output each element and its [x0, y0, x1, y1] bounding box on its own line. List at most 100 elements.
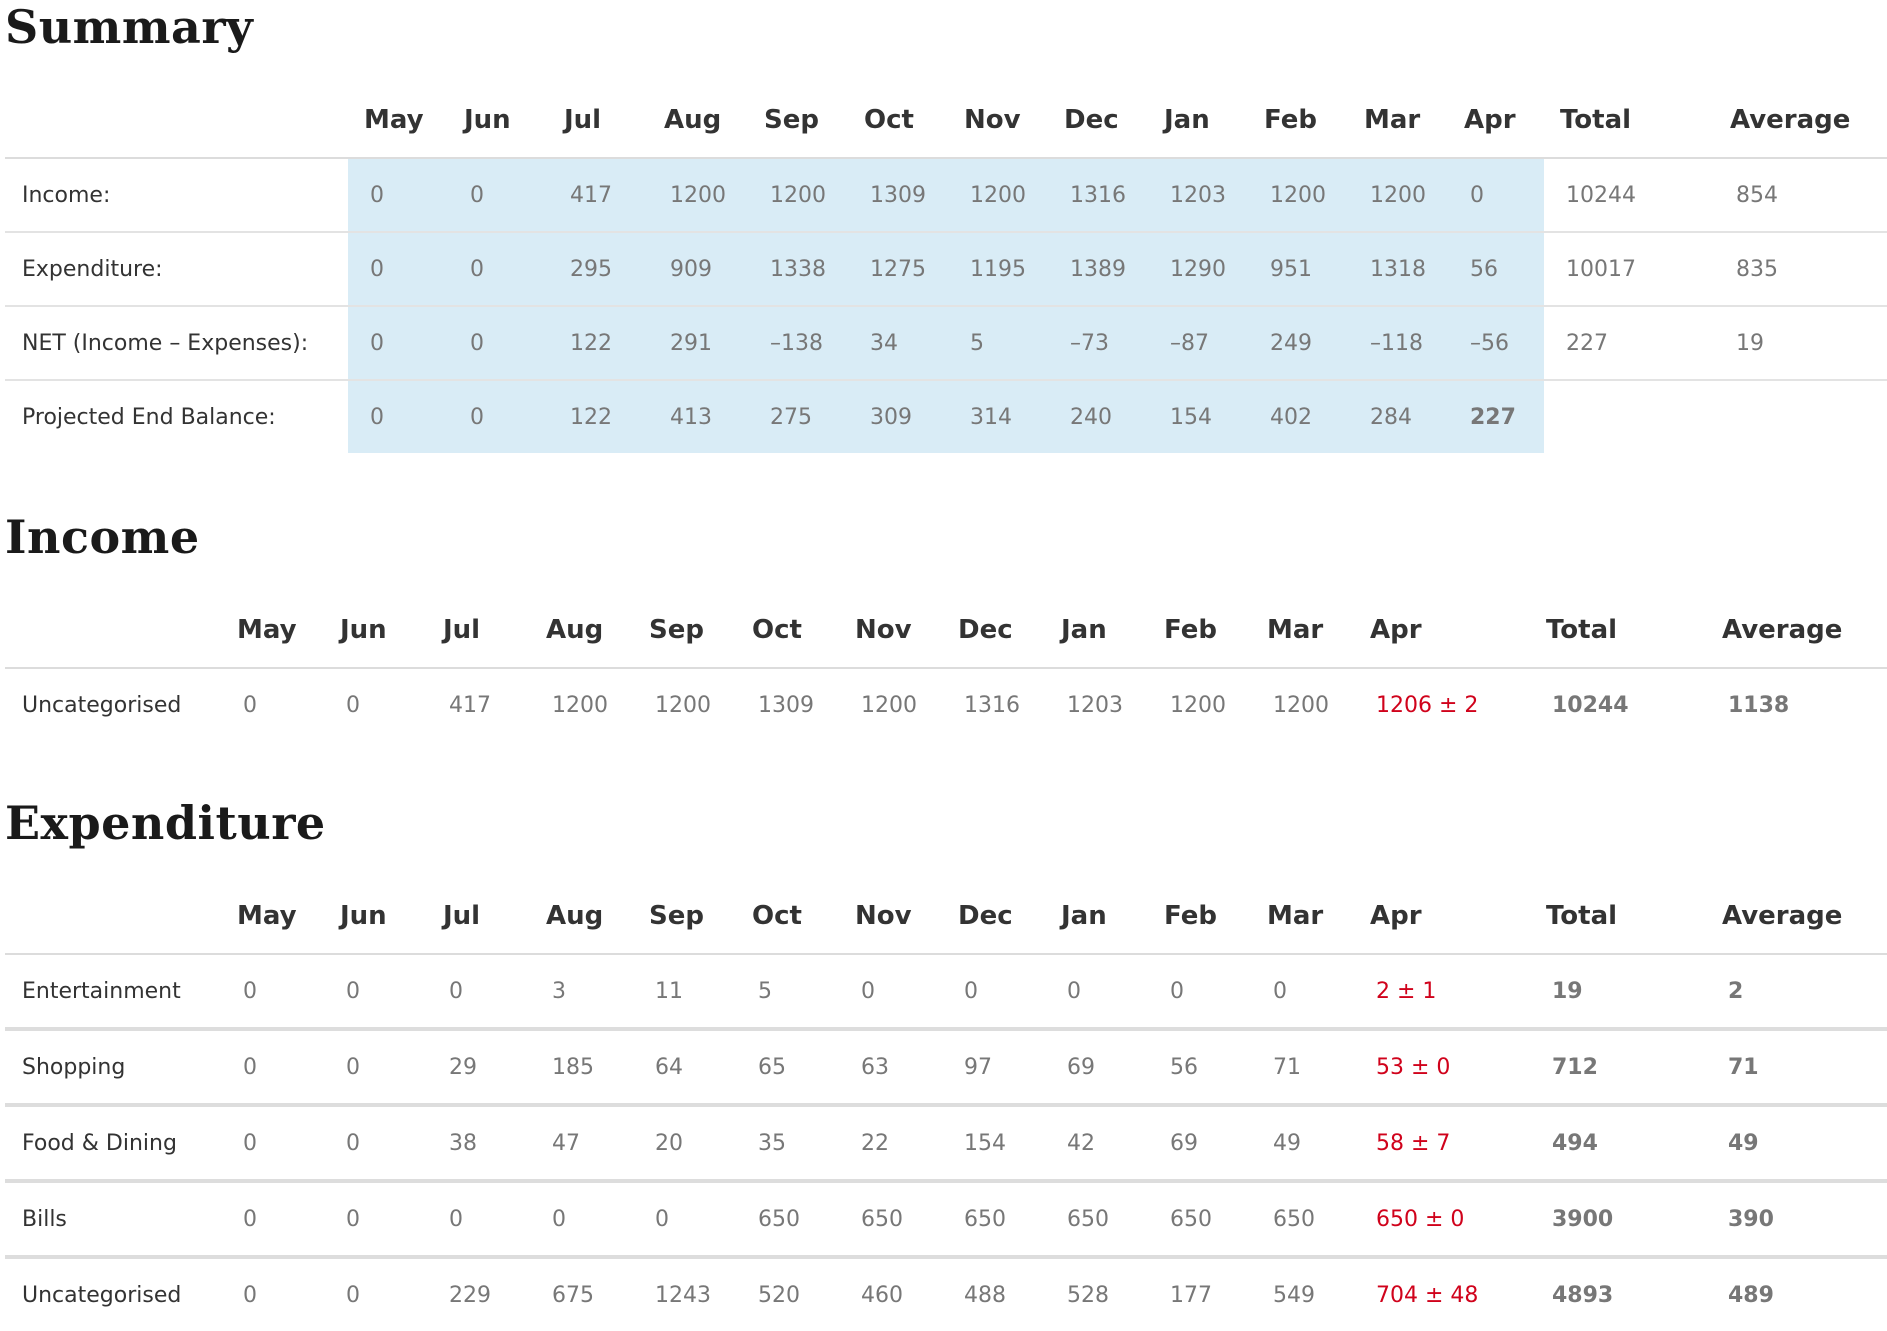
- month-value: 951: [1248, 232, 1348, 307]
- month-value: –87: [1148, 306, 1248, 381]
- month-value: 549: [1273, 1282, 1315, 1308]
- month-value: 417: [548, 158, 648, 233]
- income-title: Income: [5, 510, 200, 564]
- expenditure-row-shopping: Shopping 0 0 29 185 64 65 63 97 69 56 71…: [5, 1029, 1887, 1107]
- expenditure-row-entertainment: Entertainment 0 0 0 3 11 5 0 0 0 0 0 2 ±…: [5, 954, 1887, 1031]
- month-value: 122: [548, 380, 648, 453]
- average-value: 835: [1714, 232, 1887, 307]
- month-value: 5: [736, 954, 839, 1031]
- month-value: 520: [758, 1282, 800, 1308]
- month-value: 47: [530, 1105, 633, 1183]
- month-value: 0: [839, 954, 942, 1031]
- month-value: 1275: [848, 232, 948, 307]
- month-value: 69: [1045, 1029, 1148, 1107]
- projection-value: 53 ± 0: [1354, 1029, 1530, 1107]
- month-value: 1200: [861, 692, 917, 718]
- average-value: 854: [1714, 158, 1887, 233]
- total-value: 227: [1544, 306, 1714, 381]
- month-value: 1200: [948, 158, 1048, 233]
- month-value: 1316: [1048, 158, 1148, 233]
- expenditure-row-uncategorised: Uncategorised 0 0 229 675 1243 520 460 4…: [5, 1257, 1887, 1331]
- income-month-header: Aug: [530, 593, 633, 669]
- row-label: NET (Income – Expenses):: [5, 306, 348, 381]
- summary-month-header: Oct: [848, 83, 948, 159]
- average-value: 49: [1706, 1105, 1887, 1183]
- income-table: May Jun Jul Aug Sep Oct Nov Dec Jan Feb …: [5, 593, 1887, 741]
- month-value: 1200: [552, 692, 608, 718]
- month-value: 1200: [748, 158, 848, 233]
- month-value: 240: [1048, 380, 1148, 453]
- month-value: 650: [942, 1181, 1045, 1259]
- expenditure-month-header: Feb: [1148, 879, 1251, 955]
- month-value: 650: [1045, 1181, 1148, 1259]
- expenditure-header-blank: [5, 879, 221, 955]
- month-value: 71: [1251, 1029, 1354, 1107]
- month-value: 488: [964, 1282, 1006, 1308]
- income-month-header: Jan: [1045, 593, 1148, 669]
- expenditure-month-header: Jul: [427, 879, 530, 955]
- expenditure-month-header: Nov: [839, 879, 942, 955]
- month-value: 1243: [655, 1282, 711, 1308]
- expenditure-month-header: Jan: [1045, 879, 1148, 955]
- total-value: 4893: [1552, 1282, 1614, 1308]
- month-value: 1309: [848, 158, 948, 233]
- month-value: 0: [324, 954, 427, 1031]
- month-value: 1200: [655, 692, 711, 718]
- month-value: 122: [548, 306, 648, 381]
- month-value: 0: [1251, 954, 1354, 1031]
- summary-month-header: May: [348, 83, 448, 159]
- expenditure-month-header: Apr: [1354, 879, 1530, 955]
- income-month-header: May: [221, 593, 324, 669]
- month-value: 1200: [1248, 158, 1348, 233]
- month-value: 650: [1148, 1181, 1251, 1259]
- month-value: 0: [221, 1105, 324, 1183]
- month-value: 0: [243, 1282, 257, 1308]
- month-value: 29: [427, 1029, 530, 1107]
- expenditure-month-header: Mar: [1251, 879, 1354, 955]
- month-value: 0: [530, 1181, 633, 1259]
- month-value: 229: [449, 1282, 491, 1308]
- average-value: [1714, 380, 1887, 453]
- average-value: 71: [1706, 1029, 1887, 1107]
- month-value: 284: [1348, 380, 1448, 453]
- month-value: 650: [839, 1181, 942, 1259]
- expenditure-month-header: Jun: [324, 879, 427, 955]
- month-value: 314: [948, 380, 1048, 453]
- month-value: 1200: [648, 158, 748, 233]
- month-value: 1200: [1348, 158, 1448, 233]
- expenditure-row-food-dining: Food & Dining 0 0 38 47 20 35 22 154 42 …: [5, 1105, 1887, 1183]
- month-value: 650: [736, 1181, 839, 1259]
- income-header-blank: [5, 593, 221, 669]
- row-label: Projected End Balance:: [22, 404, 276, 430]
- month-value: 1309: [758, 692, 814, 718]
- month-value: –56: [1448, 306, 1544, 381]
- summary-row-net: NET (Income – Expenses): 0 0 122 291 –13…: [5, 306, 1887, 381]
- month-value: 1338: [748, 232, 848, 307]
- month-value: 650: [1251, 1181, 1354, 1259]
- summary-table: May Jun Jul Aug Sep Oct Nov Dec Jan Feb …: [5, 83, 1887, 453]
- month-value: 0: [221, 1181, 324, 1259]
- projection-value: 704 ± 48: [1376, 1282, 1479, 1308]
- month-value: 1200: [1170, 692, 1226, 718]
- summary-month-header: Dec: [1048, 83, 1148, 159]
- total-value: 712: [1530, 1029, 1706, 1107]
- expenditure-total-header: Total: [1530, 879, 1706, 955]
- month-value: 154: [1148, 380, 1248, 453]
- projection-value: 2 ± 1: [1354, 954, 1530, 1031]
- month-value: 35: [736, 1105, 839, 1183]
- month-value: 413: [648, 380, 748, 453]
- total-value: 19: [1530, 954, 1706, 1031]
- average-value: 19: [1714, 306, 1887, 381]
- month-value: 42: [1045, 1105, 1148, 1183]
- summary-month-header: Jan: [1148, 83, 1248, 159]
- total-value: 10017: [1544, 232, 1714, 307]
- income-month-header: Oct: [736, 593, 839, 669]
- income-row-uncategorised: Uncategorised 0 0 417 1200 1200 1309 120…: [5, 668, 1887, 741]
- summary-header-row: May Jun Jul Aug Sep Oct Nov Dec Jan Feb …: [5, 83, 1887, 159]
- month-value: 0: [1448, 158, 1544, 233]
- month-value: 65: [736, 1029, 839, 1107]
- month-value: 675: [552, 1282, 594, 1308]
- summary-month-header: Apr: [1448, 83, 1544, 159]
- expenditure-header-row: May Jun Jul Aug Sep Oct Nov Dec Jan Feb …: [5, 879, 1887, 955]
